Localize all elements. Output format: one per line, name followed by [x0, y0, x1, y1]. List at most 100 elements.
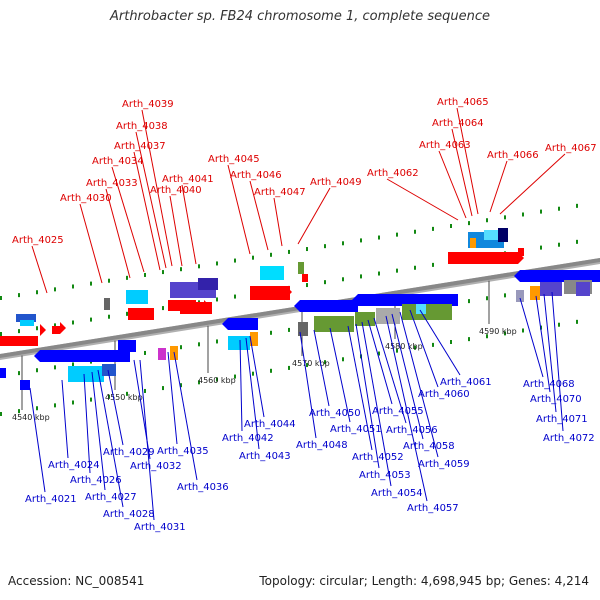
guide-tick [108, 394, 110, 399]
guide-tick [378, 235, 380, 240]
guide-tick [306, 247, 308, 252]
reverse-gene-label: Arth_4048 [296, 440, 348, 451]
reverse-gene-label: Arth_4028 [103, 509, 155, 520]
gene-connector [551, 291, 564, 432]
guide-tick [504, 293, 506, 298]
guide-tick [234, 258, 236, 263]
guide-tick [252, 255, 254, 260]
guide-tick [0, 332, 2, 336]
guide-tick [522, 328, 524, 333]
reverse-gene-label: Arth_4070 [530, 394, 582, 405]
guide-tick [576, 319, 578, 324]
forward-gene-label: Arth_4065 [437, 97, 489, 108]
gene-block [128, 308, 154, 320]
guide-tick [342, 277, 344, 282]
guide-tick [36, 326, 38, 331]
reverse-gene-label: Arth_4035 [157, 446, 209, 457]
gene-block [0, 336, 38, 346]
gene-connector [91, 371, 106, 491]
guide-tick [72, 284, 74, 289]
scale-tick-label: 4540 kbp [12, 413, 50, 422]
guide-tick [288, 327, 290, 332]
guide-tick [486, 218, 488, 223]
forward-gene-label: Arth_4064 [432, 118, 484, 129]
guide-tick [270, 252, 272, 257]
guide-tick [468, 299, 470, 304]
guide-tick [36, 406, 38, 411]
reverse-gene-label: Arth_4027 [85, 492, 137, 503]
guide-tick [198, 342, 200, 347]
gene-connector [141, 109, 173, 267]
reverse-gene-label: Arth_4060 [418, 389, 470, 400]
gene-block [402, 304, 452, 320]
gene-connector [451, 128, 473, 217]
guide-tick [234, 294, 236, 299]
forward-gene-labels: Arth_4025 Arth_4030 Arth_4033 Arth_4034 Arth… [12, 97, 597, 294]
forward-arrowhead [60, 322, 66, 334]
forward-gene-label: Arth_4062 [367, 168, 419, 179]
gene-block [52, 326, 60, 334]
gene-block [300, 300, 358, 312]
guide-tick [108, 278, 110, 283]
guide-tick [270, 330, 272, 335]
guide-tick [18, 371, 20, 376]
guide-tick [378, 271, 380, 276]
forward-gene-label: Arth_4030 [60, 193, 112, 204]
gene-connector [107, 369, 124, 446]
gene-block [540, 282, 562, 296]
guide-tick [126, 311, 128, 316]
gene-block [20, 380, 30, 390]
guide-tick [396, 268, 398, 273]
gene-block [484, 230, 504, 240]
guide-tick [36, 290, 38, 295]
guide-tick [144, 388, 146, 393]
gene-connector [105, 188, 131, 279]
gene-connector [245, 337, 260, 450]
reverse-arrowhead [514, 270, 520, 282]
gene-connector [385, 315, 428, 502]
guide-tick [342, 357, 344, 362]
reverse-gene-label: Arth_4043 [239, 451, 291, 462]
guide-tick [360, 238, 362, 243]
accession-text: Accession: NC_008541 [8, 574, 145, 588]
reverse-gene-label: Arth_4072 [543, 433, 595, 444]
gene-block [198, 278, 218, 290]
forward-gene-label: Arth_4046 [230, 170, 282, 181]
forward-arrowhead [286, 286, 292, 298]
forward-gene-label: Arth_4037 [114, 141, 166, 152]
gene-connector [313, 329, 330, 407]
gene-connector [61, 379, 69, 459]
guide-tick [180, 267, 182, 272]
gene-connector [79, 203, 103, 284]
guide-tick [576, 203, 578, 208]
gene-connector [438, 150, 467, 219]
guide-tick [540, 245, 542, 250]
gene-connector [297, 187, 331, 245]
gene-connector [133, 151, 161, 271]
reverse-arrowhead [222, 318, 228, 330]
reverse-gene-label: Arth_4042 [222, 433, 274, 444]
gene-connector [29, 387, 46, 493]
forward-gene-label: Arth_4025 [12, 235, 64, 246]
guide-tick [180, 383, 182, 388]
guide-tick [162, 270, 164, 275]
guide-tick [342, 241, 344, 246]
scale-tick-label: 4550 kbp [105, 393, 143, 402]
forward-gene-label: Arth_4063 [419, 140, 471, 151]
reverse-gene-label: Arth_4026 [70, 475, 122, 486]
reverse-gene-label: Arth_4044 [244, 419, 296, 430]
forward-gene-label: Arth_4041 [162, 174, 214, 185]
guide-tick [522, 212, 524, 217]
guide-tick [324, 360, 326, 365]
guide-tick [216, 261, 218, 266]
guide-tick [54, 403, 56, 408]
guide-tick [108, 314, 110, 319]
forward-arrowhead [518, 252, 524, 264]
guide-tick [0, 412, 2, 416]
reverse-arrowhead [294, 300, 300, 312]
guide-tick [54, 323, 56, 328]
guide-tick [468, 221, 470, 226]
gene-block [68, 366, 104, 382]
guide-tick [198, 264, 200, 269]
gene-block [516, 290, 524, 302]
